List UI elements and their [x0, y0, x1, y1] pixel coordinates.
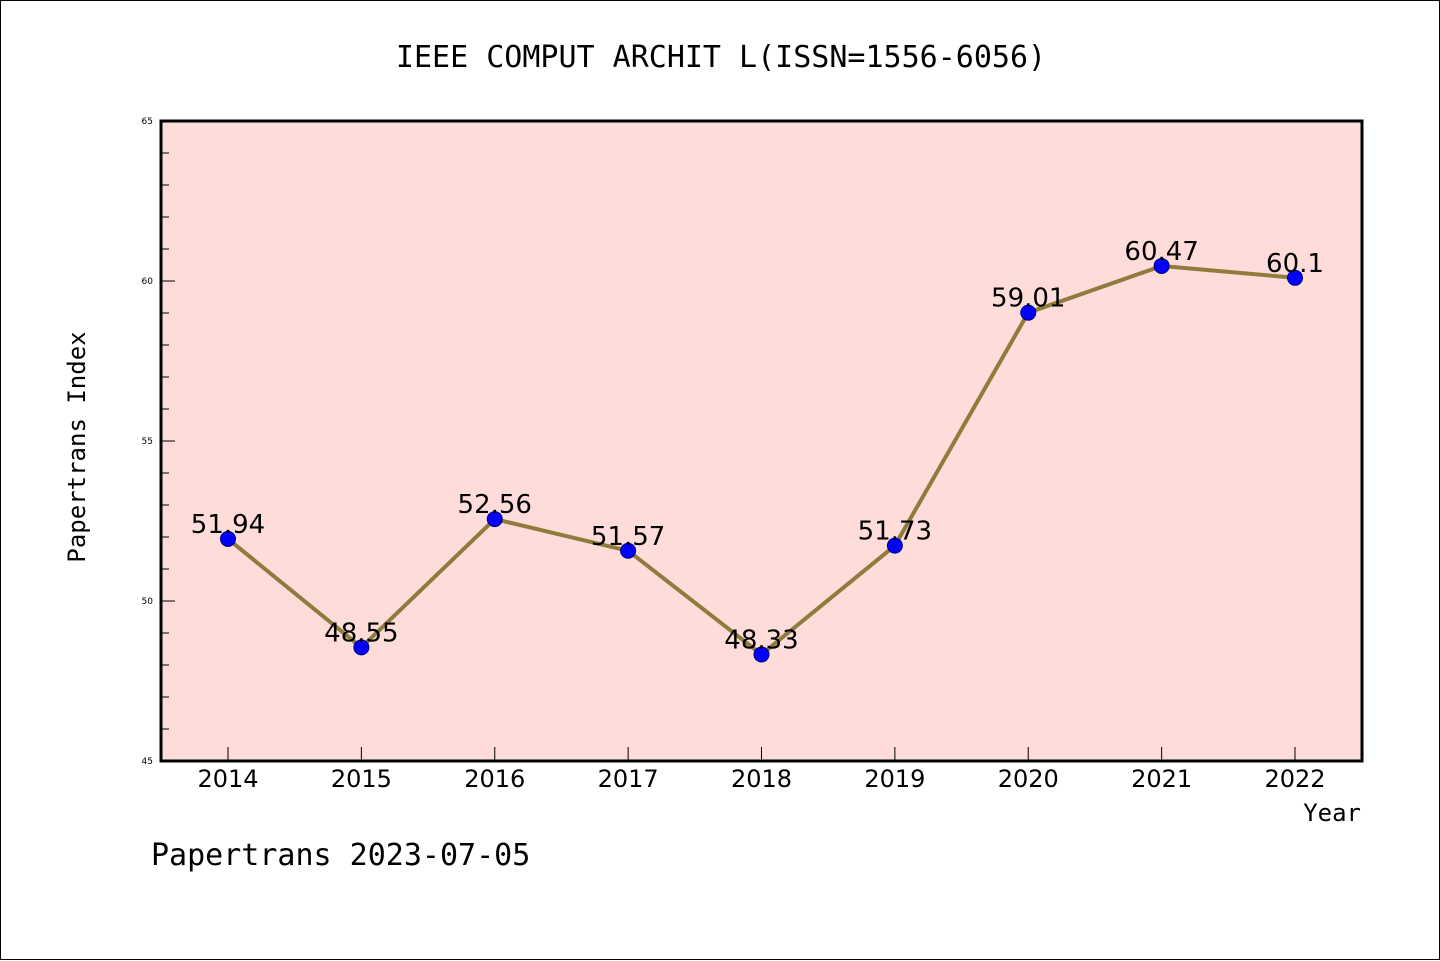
y-tick-label: 50 [142, 597, 154, 607]
x-tick-label: 2017 [598, 765, 659, 793]
y-tick-label: 55 [142, 437, 153, 447]
data-point [1287, 269, 1303, 286]
data-point [753, 646, 770, 663]
data-label: 51.94 [191, 510, 265, 540]
x-axis-ticks: 2014 2015 2016 2017 2018 2019 2020 2021 2022 [197, 747, 1326, 793]
x-tick-label: 2021 [1131, 765, 1192, 793]
x-tick-label: 2014 [197, 765, 258, 793]
data-label: 59.01 [991, 284, 1065, 314]
y-axis-label: Papertrans Index [63, 331, 91, 562]
x-tick-label: 2022 [1264, 765, 1325, 793]
x-axis-label: Year [1303, 799, 1361, 827]
footer-text: Papertrans 2023-07-05 [151, 838, 530, 873]
data-point [220, 530, 236, 547]
data-label: 60.47 [1124, 237, 1198, 267]
data-point [486, 511, 503, 528]
x-tick-label: 2020 [998, 765, 1059, 793]
data-label: 48.55 [324, 618, 398, 648]
data-label: 51.57 [591, 522, 665, 552]
data-label: 48.33 [724, 625, 798, 655]
data-labels: 51.94 48.55 52.56 51.57 48.33 51.73 59.01 60.47… [191, 237, 1324, 655]
y-tick-label: 65 [142, 117, 153, 127]
data-markers [220, 257, 1303, 663]
y-tick-label: 60 [142, 277, 154, 287]
data-label: 52.56 [458, 490, 532, 520]
data-label: 51.73 [858, 517, 932, 547]
plot-border [159, 119, 1364, 763]
chart-title: IEEE COMPUT ARCHIT L(ISSN=1556-6056) [396, 40, 1046, 75]
x-tick-label: 2018 [731, 765, 792, 793]
data-label: 60.1 [1266, 249, 1324, 279]
data-point [1153, 257, 1170, 274]
data-point [1020, 304, 1037, 321]
y-tick-label: 45 [142, 757, 153, 767]
x-tick-label: 2015 [331, 765, 392, 793]
data-point [886, 537, 903, 554]
x-tick-label: 2016 [464, 765, 525, 793]
plot-area [161, 121, 1362, 761]
data-point [620, 542, 637, 559]
x-tick-label: 2019 [864, 765, 925, 793]
data-point [353, 639, 370, 656]
